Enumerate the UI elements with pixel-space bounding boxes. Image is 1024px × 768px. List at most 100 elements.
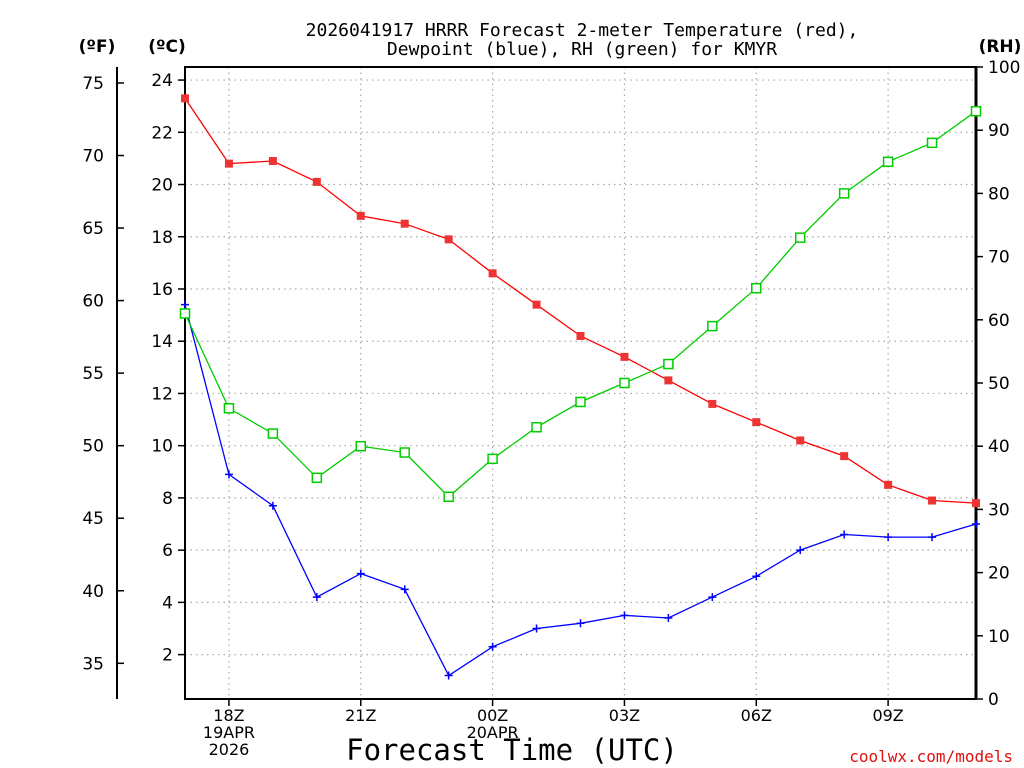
temperature-point xyxy=(356,211,365,220)
dewpoint-point xyxy=(752,572,761,581)
temperature-line xyxy=(184,97,977,504)
rh-point xyxy=(443,491,454,503)
rh-tick-label: 50 xyxy=(988,374,1010,394)
dewpoint-point xyxy=(268,501,277,510)
fahrenheit-tick-label: 55 xyxy=(82,364,104,384)
temperature-point xyxy=(664,376,673,385)
celsius-unit-label: (ºC) xyxy=(148,37,186,57)
celsius-tick-label: 16 xyxy=(151,280,173,300)
series xyxy=(179,94,982,680)
rh-tick-label: 0 xyxy=(988,690,999,710)
fahrenheit-unit-label: (ºF) xyxy=(79,37,116,57)
dewpoint-point xyxy=(224,470,233,479)
rh-point xyxy=(619,377,630,389)
celsius-tick-label: 10 xyxy=(151,437,173,457)
temperature-point xyxy=(840,452,849,461)
dewpoint-point xyxy=(972,520,980,529)
rh-point xyxy=(531,421,542,433)
axes: 2468101214161820222435404550556065707501… xyxy=(82,58,1020,759)
temperature-point xyxy=(796,436,805,445)
x-tick-label: 18Z xyxy=(213,706,244,725)
celsius-tick-label: 6 xyxy=(162,541,173,561)
temperature-point xyxy=(312,177,321,186)
temperature-point xyxy=(488,269,497,278)
fahrenheit-tick-label: 65 xyxy=(82,219,104,239)
dewpoint-point xyxy=(488,642,497,651)
rh-line xyxy=(184,110,977,498)
celsius-tick-label: 14 xyxy=(151,332,173,352)
rh-tick-label: 90 xyxy=(988,121,1010,141)
celsius-tick-label: 20 xyxy=(151,176,173,196)
celsius-tick-label: 4 xyxy=(162,593,173,613)
rh-tick-label: 80 xyxy=(988,184,1010,204)
fahrenheit-tick-label: 70 xyxy=(82,147,104,167)
rh-point xyxy=(707,320,718,332)
x-tick-label: 20APR xyxy=(467,723,519,742)
rh-point xyxy=(882,156,894,168)
x-tick-label: 2026 xyxy=(209,740,250,759)
celsius-tick-label: 24 xyxy=(151,71,173,91)
rh-point xyxy=(487,453,498,465)
rh-point xyxy=(399,447,410,458)
rh-tick-label: 10 xyxy=(988,627,1010,647)
rh-point xyxy=(311,472,323,484)
x-tick-label: 09Z xyxy=(872,706,903,725)
dewpoint-point xyxy=(576,619,585,628)
temperature-point xyxy=(752,418,761,427)
x-tick-label: 06Z xyxy=(741,706,772,725)
grid xyxy=(185,67,976,699)
temperature-point xyxy=(576,331,585,340)
fahrenheit-tick-label: 45 xyxy=(82,509,104,529)
rh-tick-label: 30 xyxy=(988,500,1010,520)
chart-title-line1: 2026041917 HRRR Forecast 2-meter Tempera… xyxy=(306,20,859,41)
rh-point xyxy=(267,428,279,439)
fahrenheit-tick-label: 40 xyxy=(82,582,104,602)
temperature-point xyxy=(400,219,409,228)
chart-title-line2: Dewpoint (blue), RH (green) for KMYR xyxy=(387,39,777,60)
rh-point xyxy=(970,105,982,117)
celsius-tick-label: 12 xyxy=(151,384,173,404)
dewpoint-point xyxy=(620,611,629,620)
rh-point xyxy=(663,358,674,370)
dewpoint-point xyxy=(532,624,541,633)
rh-tick-label: 20 xyxy=(988,564,1010,584)
dewpoint-point xyxy=(708,593,717,602)
fahrenheit-tick-label: 60 xyxy=(82,292,104,312)
temperature-point xyxy=(620,352,629,361)
celsius-tick-label: 22 xyxy=(151,123,173,143)
temperature-point xyxy=(884,480,893,489)
celsius-tick-label: 2 xyxy=(162,646,173,666)
temperature-point xyxy=(532,300,541,309)
temperature-point xyxy=(268,157,277,166)
temperature-point xyxy=(224,159,233,168)
dewpoint-point xyxy=(181,300,189,309)
dewpoint-point xyxy=(884,533,893,542)
celsius-tick-label: 18 xyxy=(151,228,173,248)
celsius-tick-label: 8 xyxy=(162,489,173,509)
fahrenheit-tick-label: 35 xyxy=(82,654,104,674)
temperature-point xyxy=(181,94,189,103)
dewpoint-point xyxy=(400,585,409,594)
dewpoint-point xyxy=(796,546,805,555)
rh-tick-label: 100 xyxy=(988,58,1020,78)
temperature-point xyxy=(708,399,717,408)
temperature-point xyxy=(928,496,937,505)
fahrenheit-tick-label: 75 xyxy=(82,74,104,94)
plot-frame xyxy=(184,66,977,700)
temperature-point xyxy=(972,499,980,508)
dewpoint-point xyxy=(444,671,453,680)
dewpoint-point xyxy=(928,533,937,542)
temperature-point xyxy=(444,235,453,244)
x-tick-label: 21Z xyxy=(345,706,376,725)
x-tick-label: 00Z xyxy=(477,706,508,725)
watermark: coolwx.com/models xyxy=(849,747,1013,766)
fahrenheit-tick-label: 50 xyxy=(82,437,104,457)
dewpoint-point xyxy=(356,569,365,578)
x-tick-label: 03Z xyxy=(609,706,640,725)
dewpoint-point xyxy=(312,593,321,602)
rh-point xyxy=(794,232,806,243)
dewpoint-point xyxy=(664,614,673,623)
rh-point xyxy=(926,137,938,149)
x-tick-label: 19APR xyxy=(203,723,255,742)
